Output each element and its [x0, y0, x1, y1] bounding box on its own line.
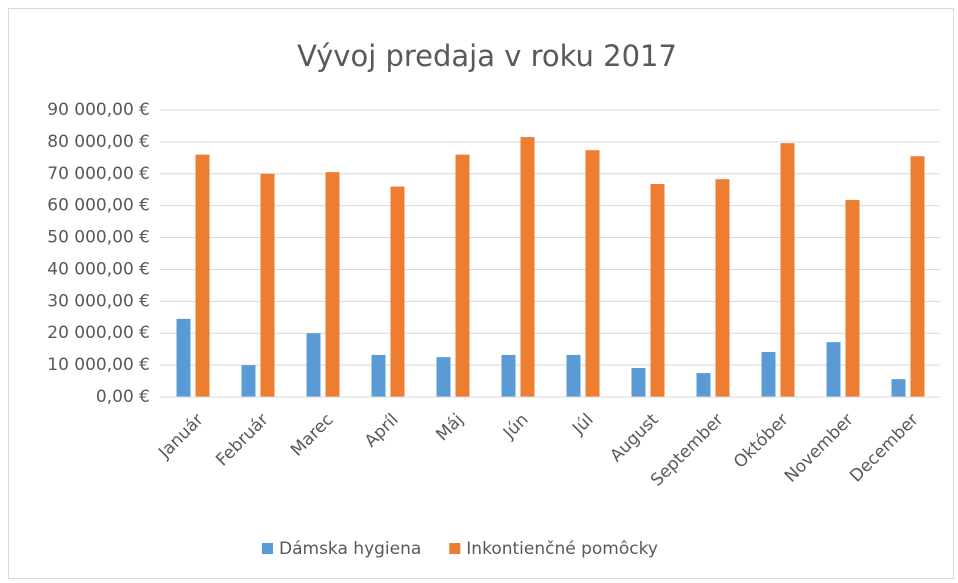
y-tick-label: 80 000,00 €	[47, 132, 150, 152]
bar	[371, 354, 386, 397]
bar	[826, 342, 841, 397]
bar	[241, 365, 256, 397]
bar	[910, 156, 925, 397]
bar	[696, 373, 711, 397]
y-tick-label: 70 000,00 €	[47, 164, 150, 184]
bar	[195, 154, 210, 397]
bar	[780, 143, 795, 397]
y-tick-label: 30 000,00 €	[47, 291, 150, 311]
y-tick-label: 60 000,00 €	[47, 196, 150, 216]
bar	[631, 367, 646, 397]
y-tick-label: 50 000,00 €	[47, 228, 150, 248]
legend-swatch	[449, 543, 461, 554]
y-tick-label: 10 000,00 €	[47, 355, 150, 375]
bar	[501, 354, 516, 397]
bar	[176, 318, 191, 397]
chart-border	[8, 8, 954, 579]
bar	[566, 354, 581, 397]
legend-label: Dámska hygiena	[279, 539, 421, 559]
bar	[761, 352, 776, 397]
y-tick-label: 90 000,00 €	[47, 100, 150, 120]
bar	[455, 154, 470, 397]
bar	[260, 173, 275, 397]
legend-label: Inkontienčné pomôcky	[466, 539, 658, 559]
chart-title: Vývoj predaja v roku 2017	[297, 39, 677, 73]
legend-swatch	[262, 543, 273, 554]
bar	[325, 172, 340, 397]
bar	[520, 137, 535, 397]
bar	[436, 357, 451, 397]
bar	[585, 150, 600, 397]
bar	[650, 183, 665, 397]
bar	[390, 186, 405, 397]
bar	[306, 333, 321, 397]
bar	[715, 179, 730, 397]
bar	[891, 379, 906, 397]
y-tick-label: 40 000,00 €	[47, 259, 150, 279]
y-tick-label: 0,00 €	[96, 387, 150, 407]
bar	[845, 199, 860, 397]
y-tick-label: 20 000,00 €	[47, 323, 150, 343]
